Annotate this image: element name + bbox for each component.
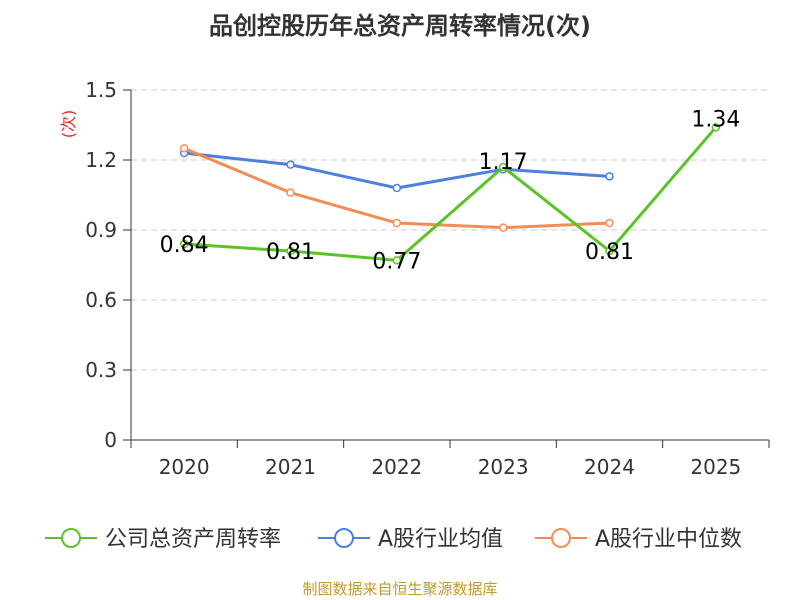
y-tick-label: 0 [104,428,117,452]
series-line-0 [184,126,717,262]
data-label: 1.17 [479,150,528,175]
y-tick-label: 1.5 [85,78,117,102]
y-tick-label: 0.6 [85,288,117,312]
x-tick-label: 2021 [265,455,316,479]
data-point [286,188,295,197]
data-point [605,246,614,256]
x-tick-label: 2024 [584,455,635,479]
data-point [179,239,189,249]
legend-label: 公司总资产周转率 [105,527,281,552]
data-label: 1.34 [691,107,740,132]
data-label: 0.77 [372,249,421,274]
y-axis-title: (次) [59,110,78,139]
data-point [392,218,402,228]
data-point [498,223,508,232]
gridlines [131,89,769,371]
legend-marker-icon [551,528,571,548]
legend: 公司总资产周转率 A股行业均值 A股行业中位数 [45,527,742,552]
legend-marker-icon [61,528,81,548]
data-point [605,172,614,181]
chart-title: 品创控股历年总资产周转率情况(次) [209,12,591,40]
data-point [392,256,402,265]
data-point [711,123,721,132]
y-tick-label: 0.9 [85,218,117,242]
data-source-note: 制图数据来自恒生聚源数据库 [302,580,498,598]
x-tick-label: 2023 [478,455,529,479]
data-label: 0.81 [266,240,315,265]
x-tick-label: 2020 [159,455,210,479]
legend-label: A股行业中位数 [595,527,742,552]
x-tick-label: 2025 [690,455,741,479]
data-labels: 0.84 0.81 0.77 1.17 0.81 1.34 [160,107,741,274]
data-point [286,246,295,256]
legend-marker-icon [334,528,354,548]
data-point [392,183,402,193]
series-line-1 [184,151,610,190]
data-label: 0.84 [160,233,209,258]
x-tick-label: 2022 [371,455,422,479]
data-point [286,160,295,169]
data-point [179,144,189,153]
data-label: 0.81 [585,240,634,265]
data-point [498,162,508,172]
data-point [605,218,614,228]
y-tick-label: 1.2 [85,148,117,172]
y-tick-label: 0.3 [85,358,117,382]
legend-label: A股行业均值 [378,527,503,552]
axes: 0 0.3 0.6 0.9 1.2 1.5 (次) 2020 2021 2022 2023 2024 2… [59,78,770,479]
series-lines [179,123,721,265]
